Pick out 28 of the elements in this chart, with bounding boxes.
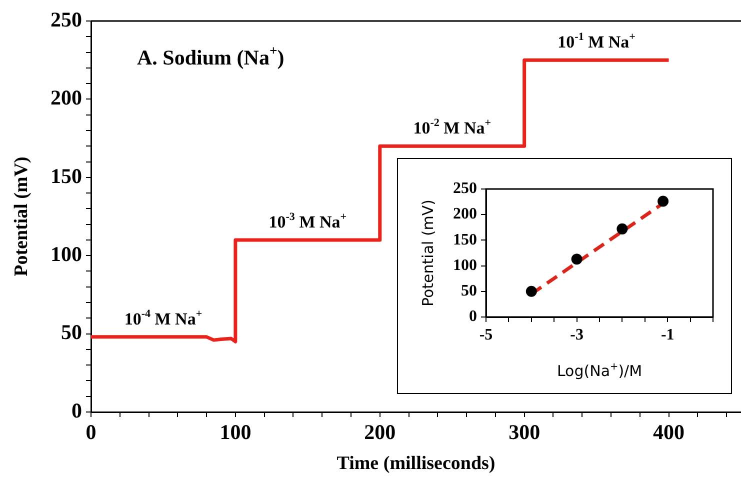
y-tick-label: 200 (50, 86, 82, 110)
y-tick-label: 250 (50, 7, 82, 32)
x-axis-title: Time (milliseconds) (336, 452, 496, 474)
y-tick-label: 150 (50, 164, 82, 188)
x-tick-label: 100 (220, 420, 252, 444)
x-tick-label: 200 (364, 420, 396, 444)
point (658, 196, 669, 207)
x-axis-title: Log(Na+)/M (556, 361, 642, 380)
x-tick-label: 300 (508, 420, 540, 444)
y-tick-label: 100 (50, 242, 82, 266)
y-axis-title: Potential (mV) (10, 156, 32, 276)
x-tick-label: -1 (660, 326, 674, 344)
text: A. Sodium (Na+) (137, 43, 284, 70)
y-tick-label: 0 (469, 308, 477, 326)
point (526, 286, 537, 297)
y-axis-title: Potential (mV) (418, 199, 437, 307)
point (571, 254, 582, 265)
y-tick-label: 150 (453, 231, 477, 248)
point (616, 223, 628, 234)
y-tick-label: 250 (453, 180, 477, 198)
x-tick-label: -3 (570, 326, 584, 344)
x-tick-label: 400 (653, 420, 685, 444)
y-tick-label: 50 (461, 282, 477, 300)
y-tick-label: 200 (453, 206, 477, 223)
y-tick-label: 50 (61, 320, 82, 344)
x-tick-label: -5 (479, 326, 493, 344)
y-tick-label: 0 (72, 398, 82, 422)
y-tick-label: 100 (453, 256, 477, 274)
